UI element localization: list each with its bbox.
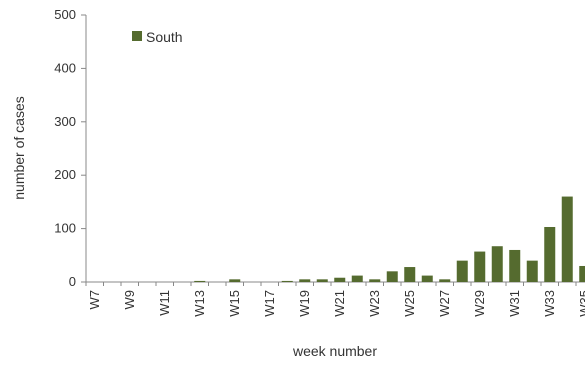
y-tick-label: 400 [54,60,76,75]
x-tick-label: W15 [227,290,242,317]
bar-W28 [456,260,468,282]
x-tick-label: W35 [577,290,585,317]
x-tick-label: W9 [122,290,137,310]
bar-W33 [544,226,556,282]
bar-W31 [509,249,521,282]
bar-W25 [404,267,416,282]
y-axis-title: number of cases [11,96,27,200]
y-tick-label: 300 [54,114,76,129]
x-tick-label: W33 [542,290,557,317]
x-tick-label: W11 [157,290,172,316]
bar-W27 [439,279,451,282]
x-tick-label: W25 [402,290,417,317]
bar-W20 [316,279,328,282]
bars [194,196,585,282]
x-tick-label: W27 [437,290,452,317]
bar-W32 [526,260,538,282]
x-tick-label: W23 [367,290,382,317]
y-tick-label: 500 [54,7,76,22]
bar-W13 [194,280,206,282]
y-tick-label: 100 [54,221,76,236]
bar-W21 [334,277,346,282]
x-axis-title: week number [292,343,377,359]
bar-W34 [561,196,573,282]
x-tick-label: W31 [507,290,522,317]
x-tick-label: W7 [87,290,102,310]
legend: South [132,29,183,45]
x-tick-label: W21 [332,290,347,317]
legend-swatch-south [132,31,142,41]
y-tick-label: 200 [54,167,76,182]
bar-W19 [299,279,311,282]
bar-W35 [579,265,585,282]
bar-W24 [386,271,398,282]
bar-W15 [229,279,241,282]
x-tick-label: W17 [262,290,277,317]
x-axis: W7 W9 W11 W13 W15 W17 W19 W21 W23 W25 W27 W29 W31 W33… [85,281,585,317]
x-tick-label: W13 [192,290,207,317]
bar-W23 [369,279,381,282]
legend-label-south: South [146,29,183,45]
x-tick-label: W29 [472,290,487,317]
y-axis: 0 100 200 300 400 500 [54,7,87,289]
bar-W22 [351,275,363,282]
x-tick-label: W19 [297,290,312,317]
bar-W26 [421,275,433,282]
bar-W30 [491,246,503,282]
bar-W29 [474,251,486,282]
y-tick-label: 0 [69,274,76,289]
bar-W18 [281,280,293,282]
